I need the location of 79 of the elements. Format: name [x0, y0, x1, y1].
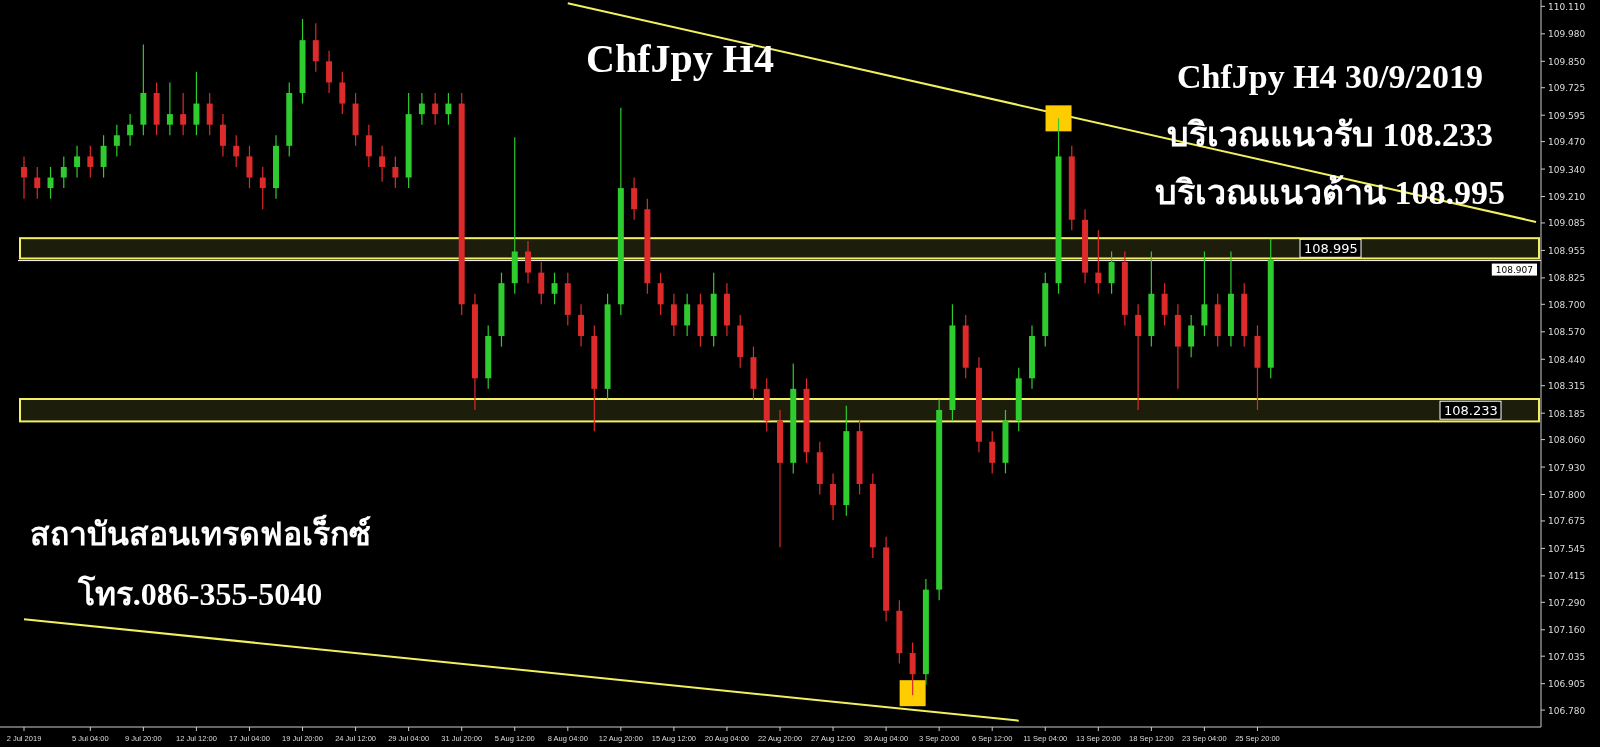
- candlestick: [631, 176, 638, 221]
- ref-line-label: 108.907: [1495, 265, 1534, 276]
- annotation: บริเวณแนวรับ 108.233: [1167, 116, 1493, 153]
- y-tick-label: 107.160: [1548, 625, 1586, 636]
- annotation: บริเวณแนวต้าน 108.995: [1155, 174, 1505, 211]
- candlestick: [246, 145, 253, 189]
- candlestick: [312, 22, 319, 73]
- y-tick-label: 106.905: [1548, 679, 1586, 690]
- y-tick-label: 109.850: [1548, 56, 1586, 67]
- candlestick: [432, 92, 439, 126]
- candlestick: [379, 145, 386, 183]
- y-tick-label: 109.980: [1548, 29, 1586, 40]
- y-tick-label: 107.035: [1548, 651, 1586, 662]
- candlestick: [21, 155, 27, 200]
- y-tick-label: 107.415: [1548, 571, 1586, 582]
- y-tick-label: 108.955: [1548, 245, 1586, 256]
- candlestick: [113, 124, 120, 157]
- annotation: ChfJpy H4 30/9/2019: [1176, 58, 1484, 95]
- candlestick: [1108, 250, 1115, 295]
- y-tick-label: 109.595: [1548, 110, 1586, 121]
- candlestick: [1095, 229, 1102, 295]
- y-tick-label: 107.290: [1548, 597, 1586, 608]
- band-label: 108.995: [1304, 241, 1358, 257]
- candlestick: [1161, 282, 1168, 327]
- candlestick: [100, 134, 107, 179]
- candlestick: [578, 303, 585, 348]
- y-tick-label: 107.800: [1548, 490, 1586, 501]
- candlestick: [684, 293, 691, 337]
- candlestick: [657, 272, 664, 316]
- candlestick: [392, 155, 399, 189]
- candlestick: [989, 430, 996, 474]
- candlestick: [180, 92, 187, 136]
- y-tick-label: 108.440: [1548, 354, 1586, 365]
- candlestick: [670, 293, 677, 337]
- y-tick-label: 109.470: [1548, 137, 1586, 148]
- y-tick-label: 108.700: [1548, 299, 1586, 310]
- candlestick: [525, 240, 531, 284]
- candlestick: [830, 472, 837, 521]
- candlestick: [34, 166, 41, 200]
- candlestick: [1201, 250, 1208, 337]
- annotation: สถาบันสอนเทรดฟอเร็กซ์: [29, 514, 371, 552]
- candlestick: [219, 113, 226, 157]
- y-tick-label: 107.545: [1548, 543, 1586, 554]
- y-tick-label: 108.825: [1548, 273, 1586, 284]
- candlestick: [166, 81, 173, 136]
- y-tick-label: 108.315: [1548, 381, 1586, 392]
- candlestick: [87, 145, 94, 179]
- candlestick: [339, 71, 346, 115]
- y-tick-label: 106.780: [1548, 705, 1586, 716]
- text: ChfJpy H4: [586, 36, 774, 81]
- y-tick-label: 107.675: [1548, 516, 1586, 527]
- candlestick: [60, 155, 67, 189]
- candlestick: [193, 71, 200, 136]
- candlestick: [418, 92, 425, 126]
- y-tick-label: 109.340: [1548, 164, 1586, 175]
- y-tick-label: 108.570: [1548, 327, 1586, 338]
- y-tick-label: 108.060: [1548, 435, 1586, 446]
- candlestick: [909, 641, 916, 696]
- y-tick-label: 109.210: [1548, 192, 1586, 203]
- candlestick: [551, 272, 558, 305]
- annotation: โทร.086-355-5040: [76, 575, 323, 612]
- candlestick: [445, 92, 452, 126]
- candlestick: [206, 92, 213, 136]
- candlestick: [259, 166, 266, 210]
- candlestick: [127, 113, 134, 147]
- candlestick: [1135, 303, 1142, 411]
- candlestick: [233, 134, 240, 168]
- y-tick-label: 109.085: [1548, 218, 1586, 229]
- y-tick-label: 107.930: [1548, 462, 1586, 473]
- y-tick-label: 109.725: [1548, 83, 1586, 94]
- candlestick: [74, 145, 81, 179]
- candlestick: [1188, 314, 1195, 358]
- band-label: 108.233: [1444, 403, 1498, 419]
- y-tick-label: 108.185: [1548, 408, 1586, 419]
- candlestick: [47, 166, 54, 200]
- candlestick: [326, 50, 333, 94]
- candlestick: [538, 261, 545, 305]
- candlestick: [365, 124, 372, 168]
- y-tick-label: 110.110: [1548, 1, 1586, 12]
